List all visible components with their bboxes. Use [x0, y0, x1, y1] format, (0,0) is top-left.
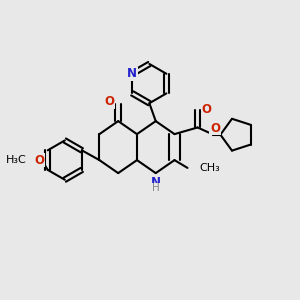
Text: O: O — [210, 122, 220, 135]
Text: O: O — [34, 154, 44, 166]
Text: O: O — [201, 103, 211, 116]
Text: H: H — [152, 183, 160, 194]
Text: H₃C: H₃C — [6, 155, 26, 165]
Text: N: N — [128, 67, 137, 80]
Text: O: O — [104, 95, 115, 108]
Text: CH₃: CH₃ — [200, 163, 220, 173]
Text: N: N — [151, 176, 161, 189]
